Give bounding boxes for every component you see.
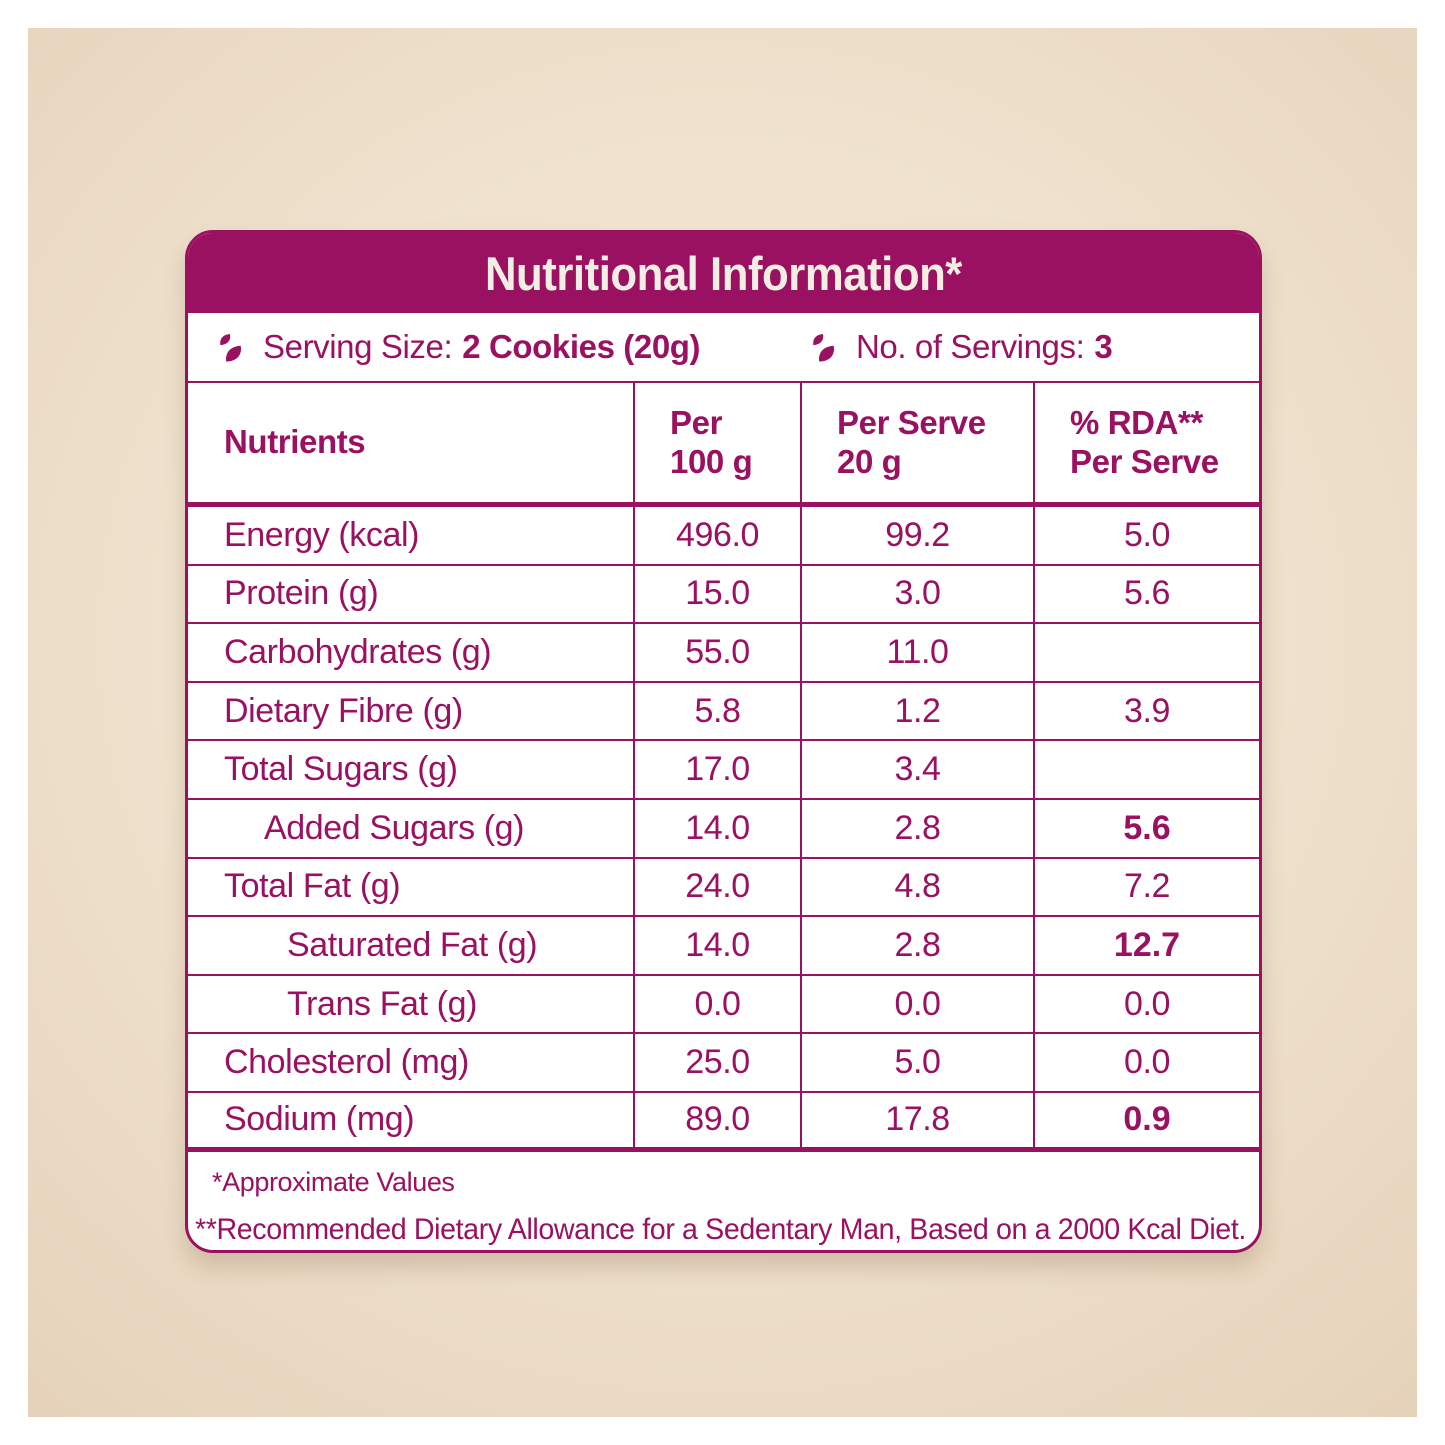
- servings-count-label: No. of Servings:: [856, 328, 1085, 365]
- column-header-line: Nutrients: [224, 423, 366, 461]
- serving-size-label: Serving Size:: [263, 328, 453, 365]
- serving-size-group: Serving Size: 2 Cookies (20g): [215, 313, 701, 381]
- per-100g-value: 15.0: [635, 565, 802, 623]
- rda-per-serve-value: 0.0: [1123, 1043, 1171, 1082]
- table-row: Carbohydrates (g) 55.0 11.0: [188, 624, 1259, 683]
- nutrition-label-card: Nutritional Information* Serving Size: 2…: [185, 230, 1262, 1253]
- per-100g-value: 89.0: [635, 1092, 802, 1147]
- nutrient-name: Trans Fat (g): [188, 975, 635, 1033]
- column-header-line: Per: [670, 403, 723, 441]
- nutrition-table-body: Energy (kcal) 496.0 99.2 5.0 Protein (g)…: [188, 507, 1259, 1152]
- per-100g-value: 17.0: [635, 741, 802, 798]
- column-header-line: Per Serve: [837, 403, 986, 441]
- rda-per-serve-value: [1035, 624, 1259, 681]
- leaf-icon: [220, 333, 242, 362]
- page-title: Nutritional Information*: [485, 246, 962, 300]
- table-row: Dietary Fibre (g) 5.8 1.2 3.9: [188, 682, 1259, 742]
- nutrient-name: Energy (kcal): [188, 507, 635, 564]
- column-header-per-serve: Per Serve 20 g: [802, 383, 1035, 502]
- rda-per-serve-value: 5.6: [1123, 808, 1171, 847]
- per-100g-value: 496.0: [635, 507, 802, 564]
- rda-per-serve-value: 0.0: [1123, 984, 1171, 1023]
- table-row: Saturated Fat (g) 14.0 2.8 12.7: [188, 917, 1259, 976]
- per-serve-value: 99.2: [802, 507, 1035, 564]
- table-row: Cholesterol (mg) 25.0 5.0 0.0: [188, 1034, 1259, 1093]
- per-100g-value: 24.0: [635, 858, 802, 916]
- rda-per-serve-value: 0.9: [1123, 1100, 1171, 1139]
- per-100g-value: 14.0: [635, 799, 802, 857]
- table-row: Total Fat (g) 24.0 4.8 7.2: [188, 858, 1259, 918]
- column-header-line: % RDA**: [1070, 403, 1203, 441]
- table-row: Energy (kcal) 496.0 99.2 5.0: [188, 507, 1259, 566]
- column-header-nutrients: Nutrients: [188, 383, 635, 502]
- per-serve-value: 3.0: [802, 565, 1035, 623]
- nutrient-name: Dietary Fibre (g): [188, 682, 635, 740]
- nutrient-name: Added Sugars (g): [188, 799, 635, 857]
- servings-count-value: 3: [1094, 328, 1113, 365]
- serving-info-row: Serving Size: 2 Cookies (20g) No. of Ser…: [188, 313, 1259, 383]
- per-100g-value: 55.0: [635, 624, 802, 681]
- approximate-values-footnote: *Approximate Values: [212, 1166, 455, 1197]
- column-header-line: Per Serve: [1070, 442, 1219, 480]
- footnotes-section: *Approximate Values **Recommended Dietar…: [188, 1152, 1259, 1247]
- rda-per-serve-value: 3.9: [1123, 691, 1171, 730]
- per-serve-value: 17.8: [802, 1092, 1035, 1147]
- table-row: Added Sugars (g) 14.0 2.8 5.6: [188, 799, 1259, 859]
- per-serve-value: 1.2: [802, 682, 1035, 740]
- nutrient-name: Cholesterol (mg): [188, 1034, 635, 1091]
- nutrient-name: Sodium (mg): [188, 1092, 635, 1147]
- per-serve-value: 2.8: [802, 799, 1035, 857]
- column-header-per-100g: Per 100 g: [635, 383, 802, 502]
- per-serve-value: 5.0: [802, 1034, 1035, 1091]
- per-100g-value: 0.0: [635, 975, 802, 1033]
- table-header-row: Nutrients Per 100 g Per Serve 20 g % RDA…: [188, 383, 1259, 507]
- rda-definition-footnote: **Recommended Dietary Allowance for a Se…: [195, 1212, 1246, 1246]
- column-header-line: 100 g: [670, 442, 753, 480]
- per-100g-value: 5.8: [635, 682, 802, 740]
- per-serve-value: 4.8: [802, 858, 1035, 916]
- per-serve-value: 0.0: [802, 975, 1035, 1033]
- column-header-rda: % RDA** Per Serve: [1035, 383, 1259, 502]
- nutrient-name: Carbohydrates (g): [188, 624, 635, 681]
- table-row: Sodium (mg) 89.0 17.8 0.9: [188, 1092, 1259, 1152]
- table-row: Protein (g) 15.0 3.0 5.6: [188, 565, 1259, 625]
- nutrient-name: Saturated Fat (g): [188, 917, 635, 974]
- nutrient-name: Total Sugars (g): [188, 741, 635, 798]
- per-100g-value: 25.0: [635, 1034, 802, 1091]
- rda-per-serve-value: 12.7: [1113, 925, 1181, 964]
- rda-per-serve-value: 5.6: [1123, 574, 1171, 613]
- per-serve-value: 2.8: [802, 917, 1035, 974]
- rda-per-serve-value: 5.0: [1123, 515, 1171, 554]
- per-100g-value: 14.0: [635, 917, 802, 974]
- serving-size-value: 2 Cookies (20g): [462, 328, 701, 365]
- per-serve-value: 11.0: [802, 624, 1035, 681]
- table-row: Trans Fat (g) 0.0 0.0 0.0: [188, 975, 1259, 1035]
- per-serve-value: 3.4: [802, 741, 1035, 798]
- nutrient-name: Protein (g): [188, 565, 635, 623]
- leaf-icon: [813, 333, 835, 362]
- rda-per-serve-value: 7.2: [1123, 867, 1171, 906]
- nutrition-header-bar: Nutritional Information*: [188, 233, 1259, 313]
- servings-count-group: No. of Servings: 3: [808, 313, 1113, 381]
- column-header-line: 20 g: [837, 442, 902, 480]
- nutrient-name: Total Fat (g): [188, 858, 635, 916]
- rda-per-serve-value: [1035, 741, 1259, 798]
- table-row: Total Sugars (g) 17.0 3.4: [188, 741, 1259, 800]
